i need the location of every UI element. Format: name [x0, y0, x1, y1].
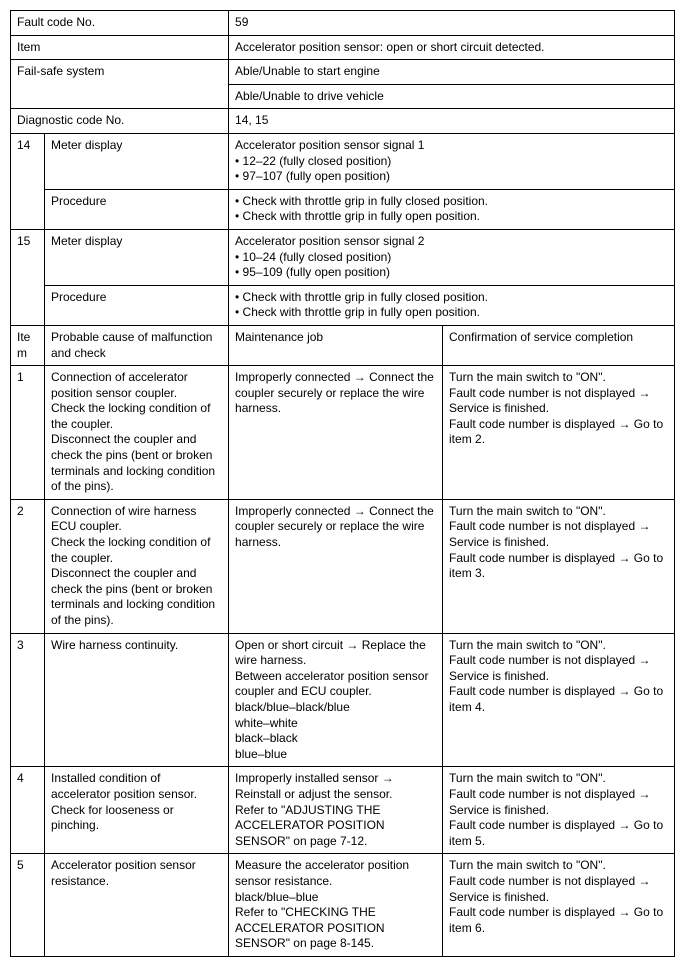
row-diag-15-meter: 15 Meter display Accelerator position se… — [11, 229, 675, 285]
table-row: 5 Accelerator position sensor resistance… — [11, 854, 675, 957]
row-diag-code: Diagnostic code No. 14, 15 — [11, 109, 675, 134]
failsafe-value-2: Able/Unable to drive vehicle — [229, 84, 675, 109]
table-row: 1 Connection of accelerator position sen… — [11, 366, 675, 500]
ts-row-maint: Measure the accelerator position sensor … — [229, 854, 443, 957]
fault-code-label: Fault code No. — [11, 11, 229, 36]
ts-row-maint: Open or short circuit → Replace the wire… — [229, 633, 443, 767]
ts-row-cause: Installed condition of accelerator posit… — [45, 767, 229, 854]
row-failsafe-1: Fail-safe system Able/Unable to start en… — [11, 60, 675, 85]
diag-14-proc-value: • Check with throttle grip in fully clos… — [229, 189, 675, 229]
ts-row-num: 2 — [11, 499, 45, 633]
diag-15-proc-label: Procedure — [45, 285, 229, 325]
failsafe-value-1: Able/Unable to start engine — [229, 60, 675, 85]
row-fault-code: Fault code No. 59 — [11, 11, 675, 36]
ts-row-num: 5 — [11, 854, 45, 957]
row-item: Item Accelerator position sensor: open o… — [11, 35, 675, 60]
ts-row-maint: Improperly connected → Connect the coupl… — [229, 499, 443, 633]
ts-row-num: 3 — [11, 633, 45, 767]
item-label: Item — [11, 35, 229, 60]
ts-row-num: 1 — [11, 366, 45, 500]
ts-row-confirm: Turn the main switch to "ON".Fault code … — [443, 499, 675, 633]
diag-15-num: 15 — [11, 229, 45, 325]
diag-15-meter-value: Accelerator position sensor signal 2• 10… — [229, 229, 675, 285]
fault-code-table: Fault code No. 59 Item Accelerator posit… — [10, 10, 675, 957]
table-row: 3 Wire harness continuity. Open or short… — [11, 633, 675, 767]
diag-14-meter-label: Meter display — [45, 133, 229, 189]
diag-15-meter-label: Meter display — [45, 229, 229, 285]
ts-row-cause: Wire harness continuity. — [45, 633, 229, 767]
failsafe-label: Fail-safe system — [11, 60, 229, 109]
ts-row-confirm: Turn the main switch to "ON".Fault code … — [443, 854, 675, 957]
item-value: Accelerator position sensor: open or sho… — [229, 35, 675, 60]
row-ts-header: Item Probable cause of malfunction and c… — [11, 325, 675, 365]
diag-14-num: 14 — [11, 133, 45, 229]
table-row: 2 Connection of wire harness ECU coupler… — [11, 499, 675, 633]
ts-row-num: 4 — [11, 767, 45, 854]
ts-row-maint: Improperly connected → Connect the coupl… — [229, 366, 443, 500]
diag-14-meter-value: Accelerator position sensor signal 1• 12… — [229, 133, 675, 189]
ts-header-cause: Probable cause of malfunction and check — [45, 325, 229, 365]
ts-row-cause: Accelerator position sensor resistance. — [45, 854, 229, 957]
diag-code-label: Diagnostic code No. — [11, 109, 229, 134]
ts-row-maint: Improperly installed sensor → Reinstall … — [229, 767, 443, 854]
table-row: 4 Installed condition of accelerator pos… — [11, 767, 675, 854]
diag-code-value: 14, 15 — [229, 109, 675, 134]
diag-14-proc-label: Procedure — [45, 189, 229, 229]
diag-15-proc-value: • Check with throttle grip in fully clos… — [229, 285, 675, 325]
row-diag-15-proc: Procedure • Check with throttle grip in … — [11, 285, 675, 325]
fault-code-value: 59 — [229, 11, 675, 36]
ts-row-confirm: Turn the main switch to "ON".Fault code … — [443, 633, 675, 767]
ts-row-cause: Connection of wire harness ECU coupler.C… — [45, 499, 229, 633]
ts-row-cause: Connection of accelerator position senso… — [45, 366, 229, 500]
row-diag-14-meter: 14 Meter display Accelerator position se… — [11, 133, 675, 189]
ts-header-item: Item — [11, 325, 45, 365]
row-diag-14-proc: Procedure • Check with throttle grip in … — [11, 189, 675, 229]
ts-header-confirm: Confirmation of service completion — [443, 325, 675, 365]
ts-row-confirm: Turn the main switch to "ON".Fault code … — [443, 767, 675, 854]
ts-header-maint: Maintenance job — [229, 325, 443, 365]
ts-row-confirm: Turn the main switch to "ON".Fault code … — [443, 366, 675, 500]
